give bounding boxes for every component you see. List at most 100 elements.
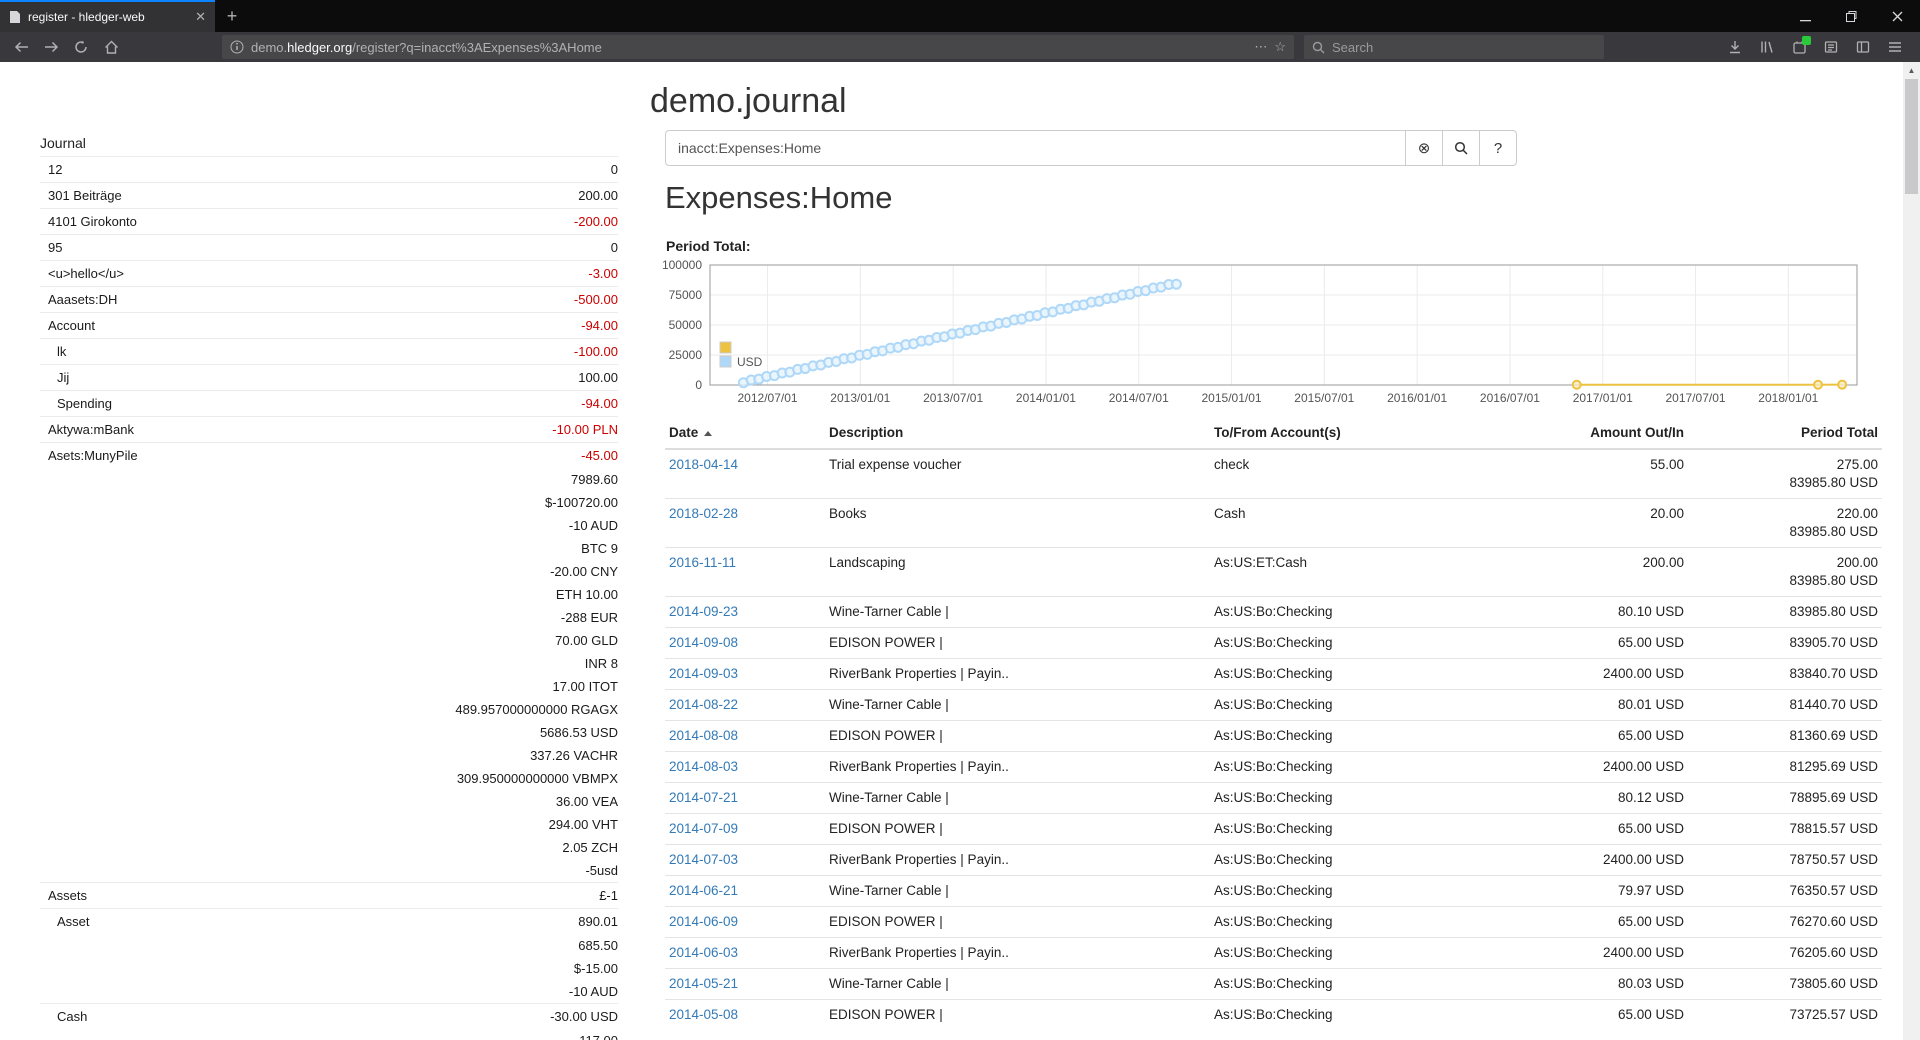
transaction-date-link[interactable]: 2018-04-14 (669, 457, 739, 472)
reload-button[interactable] (66, 34, 96, 60)
sidebar-balance-line: 337.26 VACHR (40, 744, 618, 767)
account-name[interactable]: Asset (57, 914, 90, 929)
browser-search-field[interactable]: Search (1304, 35, 1604, 59)
account-name[interactable]: Account (48, 318, 95, 333)
register-row[interactable]: 2014-09-03 RiverBank Properties | Payin..… (665, 658, 1882, 690)
register-row[interactable]: 2014-09-08 EDISON POWER | As:US:Bo:Checkin… (665, 627, 1882, 659)
sidebar-toggle-icon[interactable] (1848, 34, 1878, 60)
tab-close-icon[interactable]: ✕ (195, 9, 206, 24)
svg-text:2016/01/01: 2016/01/01 (1387, 391, 1447, 405)
svg-text:2012/07/01: 2012/07/01 (738, 391, 798, 405)
register-row[interactable]: 2014-07-03 RiverBank Properties | Payin..… (665, 844, 1882, 876)
account-name[interactable]: Spending (57, 396, 112, 411)
account-name[interactable]: 12 (48, 162, 63, 177)
transaction-date-link[interactable]: 2014-09-23 (669, 604, 739, 619)
transaction-date-link[interactable]: 2014-07-09 (669, 821, 739, 836)
transaction-date-link[interactable]: 2014-09-03 (669, 666, 739, 681)
account-name[interactable]: 95 (48, 240, 63, 255)
svg-text:2014/01/01: 2014/01/01 (1016, 391, 1076, 405)
window-minimize-button[interactable] (1782, 0, 1828, 32)
register-row[interactable]: 2014-05-21 Wine-Tarner Cable | As:US:Bo:Ch… (665, 968, 1882, 1000)
register-row[interactable]: 2014-05-08 EDISON POWER | As:US:Bo:Checkin… (665, 999, 1882, 1030)
column-header-amount-out-in[interactable]: Amount Out/In (1540, 417, 1688, 450)
register-row[interactable]: 2014-06-09 EDISON POWER | As:US:Bo:Checkin… (665, 906, 1882, 938)
transaction-date-link[interactable]: 2014-08-03 (669, 759, 739, 774)
site-info-icon[interactable] (230, 40, 244, 54)
column-header-description[interactable]: Description (825, 417, 1210, 450)
transaction-date-link[interactable]: 2014-06-21 (669, 883, 739, 898)
sidebar-account-row: 4101 Girokonto -200.00 (40, 208, 618, 234)
active-tab[interactable]: register - hledger-web ✕ (0, 0, 215, 32)
account-name[interactable]: 301 Beiträge (48, 188, 122, 203)
period-total-value: 81360.69 USD (1688, 720, 1882, 752)
clear-query-button[interactable]: ⊗ (1405, 130, 1443, 166)
transaction-date-link[interactable]: 2014-07-03 (669, 852, 739, 867)
transaction-date-link[interactable]: 2014-05-21 (669, 976, 739, 991)
transaction-date-link[interactable]: 2014-08-08 (669, 728, 739, 743)
account-balance: INR 8 (584, 656, 618, 671)
downloads-icon[interactable] (1720, 34, 1750, 60)
transaction-date-link[interactable]: 2014-09-08 (669, 635, 739, 650)
new-tab-button[interactable]: + (226, 5, 238, 26)
page-actions-icon[interactable]: ⋯ (1254, 39, 1268, 54)
account-name[interactable]: lk (57, 344, 67, 359)
account-name[interactable]: <u>hello</u> (48, 266, 124, 281)
navigation-toolbar: demo.hledger.org/register?q=inacct%3AExp… (0, 32, 1920, 62)
register-row[interactable]: 2014-08-03 RiverBank Properties | Payin..… (665, 751, 1882, 783)
register-row[interactable]: 2014-07-21 Wine-Tarner Cable | As:US:Bo:Ch… (665, 782, 1882, 814)
register-row[interactable]: 2014-09-23 Wine-Tarner Cable | As:US:Bo:Ch… (665, 596, 1882, 628)
account-name[interactable]: Aaasets:DH (48, 292, 118, 307)
library-icon[interactable] (1752, 34, 1782, 60)
account-balance: ETH 10.00 (555, 587, 618, 602)
menu-icon[interactable] (1880, 34, 1910, 60)
transaction-date-link[interactable]: 2018-02-28 (669, 506, 739, 521)
sidebar-balance-line: 5686.53 USD (40, 721, 618, 744)
submit-query-button[interactable] (1442, 130, 1480, 166)
sidebar-journal-link[interactable]: Journal (40, 135, 86, 151)
account-name[interactable]: Jij (57, 370, 70, 385)
transaction-date-link[interactable]: 2014-05-08 (669, 1007, 739, 1022)
bookmark-star-icon[interactable]: ☆ (1274, 39, 1286, 54)
transaction-date-link[interactable]: 2014-08-22 (669, 697, 739, 712)
transaction-date-link[interactable]: 2016-11-11 (669, 555, 737, 570)
column-header-date[interactable]: Date (665, 417, 825, 450)
extension-icon[interactable] (1784, 34, 1814, 60)
account-name[interactable]: Cash (57, 1009, 88, 1024)
transaction-date: 2014-07-21 (665, 782, 825, 814)
url-bar[interactable]: demo.hledger.org/register?q=inacct%3AExp… (222, 35, 1294, 59)
register-row[interactable]: 2014-06-03 RiverBank Properties | Payin..… (665, 937, 1882, 969)
window-close-button[interactable] (1874, 0, 1920, 32)
register-row[interactable]: 2014-07-09 EDISON POWER | As:US:Bo:Checkin… (665, 813, 1882, 845)
query-input[interactable] (665, 130, 1406, 166)
scrollbar-up-arrow[interactable]: ▲ (1907, 65, 1916, 75)
register-row[interactable]: 2014-08-22 Wine-Tarner Cable | As:US:Bo:Ch… (665, 689, 1882, 721)
account-name[interactable]: Assets (48, 888, 88, 903)
transaction-date-link[interactable]: 2014-06-09 (669, 914, 739, 929)
account-name[interactable]: Asets:MunyPile (48, 448, 138, 463)
transaction-account: Cash (1210, 498, 1540, 548)
scrollbar-thumb[interactable] (1905, 79, 1918, 194)
column-header-to-from-account-s-[interactable]: To/From Account(s) (1210, 417, 1540, 450)
page-scrollbar[interactable]: ▲ (1903, 62, 1920, 1040)
sort-caret-icon (704, 431, 713, 436)
transaction-date-link[interactable]: 2014-07-21 (669, 790, 739, 805)
forward-button[interactable] (36, 34, 66, 60)
period-total-value: 73725.57 USD (1688, 999, 1882, 1030)
register-row[interactable]: 2014-08-08 EDISON POWER | As:US:Bo:Checkin… (665, 720, 1882, 752)
window-restore-button[interactable] (1828, 0, 1874, 32)
svg-text:75000: 75000 (669, 288, 703, 302)
transaction-date-link[interactable]: 2014-06-03 (669, 945, 739, 960)
reader-icon[interactable] (1816, 34, 1846, 60)
svg-text:0: 0 (695, 378, 702, 392)
account-balance: -117.00 (575, 1033, 618, 1040)
account-name[interactable]: Aktywa:mBank (48, 422, 134, 437)
register-row[interactable]: 2018-02-28 Books Cash 20.00 220.00 83985.80 U… (665, 498, 1882, 548)
register-row[interactable]: 2014-06-21 Wine-Tarner Cable | As:US:Bo:Ch… (665, 875, 1882, 907)
query-help-button[interactable]: ? (1479, 130, 1517, 166)
account-name[interactable]: 4101 Girokonto (48, 214, 137, 229)
home-button[interactable] (96, 34, 126, 60)
register-row[interactable]: 2016-11-11 Landscaping As:US:ET:Cash 200.00… (665, 547, 1882, 597)
column-header-period-total[interactable]: Period Total (1688, 417, 1882, 450)
register-row[interactable]: 2018-04-14 Trial expense voucher check 55.0… (665, 448, 1882, 499)
back-button[interactable] (6, 34, 36, 60)
